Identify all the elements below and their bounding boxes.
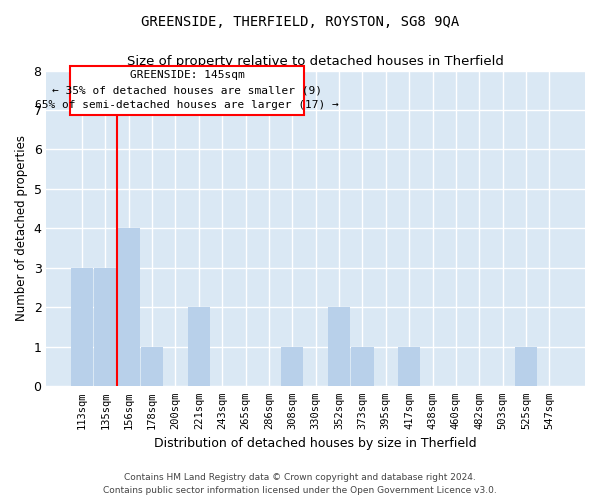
Title: Size of property relative to detached houses in Therfield: Size of property relative to detached ho… — [127, 55, 504, 68]
Bar — [352, 347, 374, 387]
Bar — [118, 228, 140, 386]
Bar — [188, 308, 210, 386]
Bar — [141, 347, 163, 387]
Text: ← 35% of detached houses are smaller (9): ← 35% of detached houses are smaller (9) — [52, 86, 322, 96]
Text: 65% of semi-detached houses are larger (17) →: 65% of semi-detached houses are larger (… — [35, 100, 339, 110]
Bar — [515, 347, 537, 387]
Bar — [328, 308, 350, 386]
Y-axis label: Number of detached properties: Number of detached properties — [15, 136, 28, 322]
Bar — [70, 66, 304, 115]
Text: GREENSIDE: 145sqm: GREENSIDE: 145sqm — [130, 70, 245, 81]
Bar — [281, 347, 304, 387]
Bar — [94, 268, 116, 386]
Text: GREENSIDE, THERFIELD, ROYSTON, SG8 9QA: GREENSIDE, THERFIELD, ROYSTON, SG8 9QA — [141, 15, 459, 29]
X-axis label: Distribution of detached houses by size in Therfield: Distribution of detached houses by size … — [154, 437, 477, 450]
Bar — [398, 347, 420, 387]
Bar — [71, 268, 93, 386]
Text: Contains HM Land Registry data © Crown copyright and database right 2024.
Contai: Contains HM Land Registry data © Crown c… — [103, 474, 497, 495]
